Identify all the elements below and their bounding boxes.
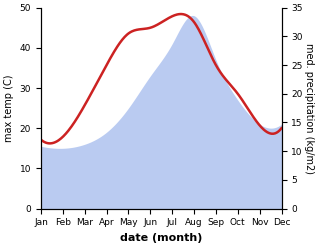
Y-axis label: med. precipitation (kg/m2): med. precipitation (kg/m2): [304, 43, 314, 174]
Y-axis label: max temp (C): max temp (C): [4, 74, 14, 142]
X-axis label: date (month): date (month): [120, 233, 203, 243]
